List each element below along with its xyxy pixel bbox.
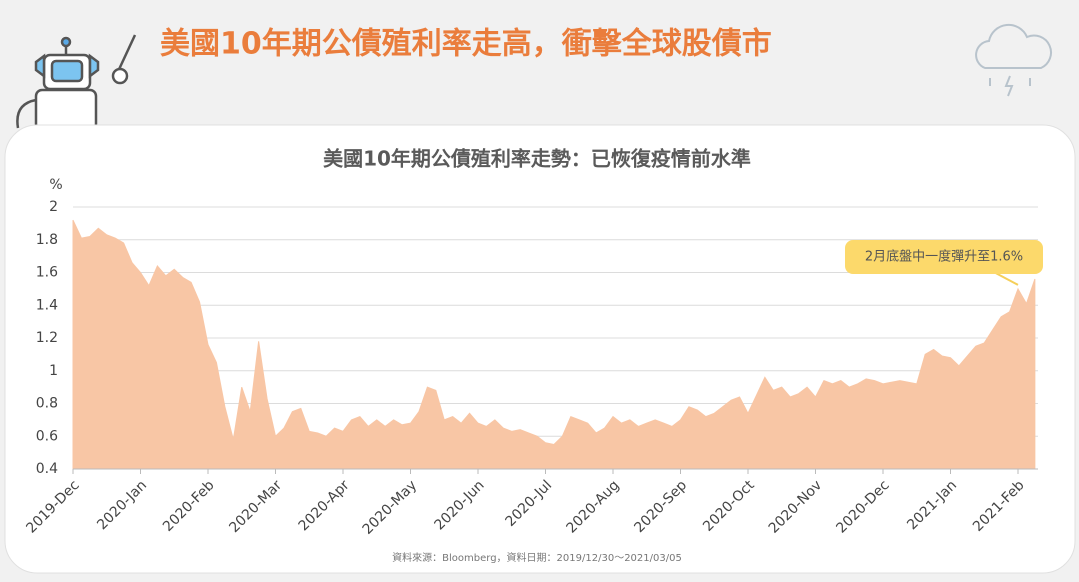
y-tick-label: 1.6 — [36, 265, 58, 281]
y-tick-label: 0.8 — [36, 396, 58, 412]
source-note: 資料來源：Bloomberg，資料日期：2019/12/30～2021/03/0… — [392, 551, 682, 564]
cloud-icon — [975, 23, 1052, 97]
annotation-box — [845, 240, 1043, 274]
page-heading: 美國10年期公債殖利率走高，衝擊全球股債市 — [160, 27, 772, 62]
y-tick-label: 2 — [49, 199, 58, 215]
y-tick-label: 1.4 — [36, 297, 58, 313]
y-tick-label: 0.4 — [36, 461, 58, 477]
annotation: 2月底盤中一度彈升至1.6% — [865, 249, 1023, 265]
chart-title: 美國10年期公債殖利率走勢：已恢復疫情前水準 — [323, 147, 751, 171]
y-unit: % — [49, 177, 62, 193]
robot-illustration — [16, 34, 137, 132]
area — [72, 219, 1036, 470]
y-tick-label: 0.6 — [36, 428, 58, 444]
y-tick-label: 1.8 — [36, 232, 58, 248]
y-tick-label: 1.2 — [36, 330, 58, 346]
y-tick-label: 1 — [49, 363, 58, 379]
